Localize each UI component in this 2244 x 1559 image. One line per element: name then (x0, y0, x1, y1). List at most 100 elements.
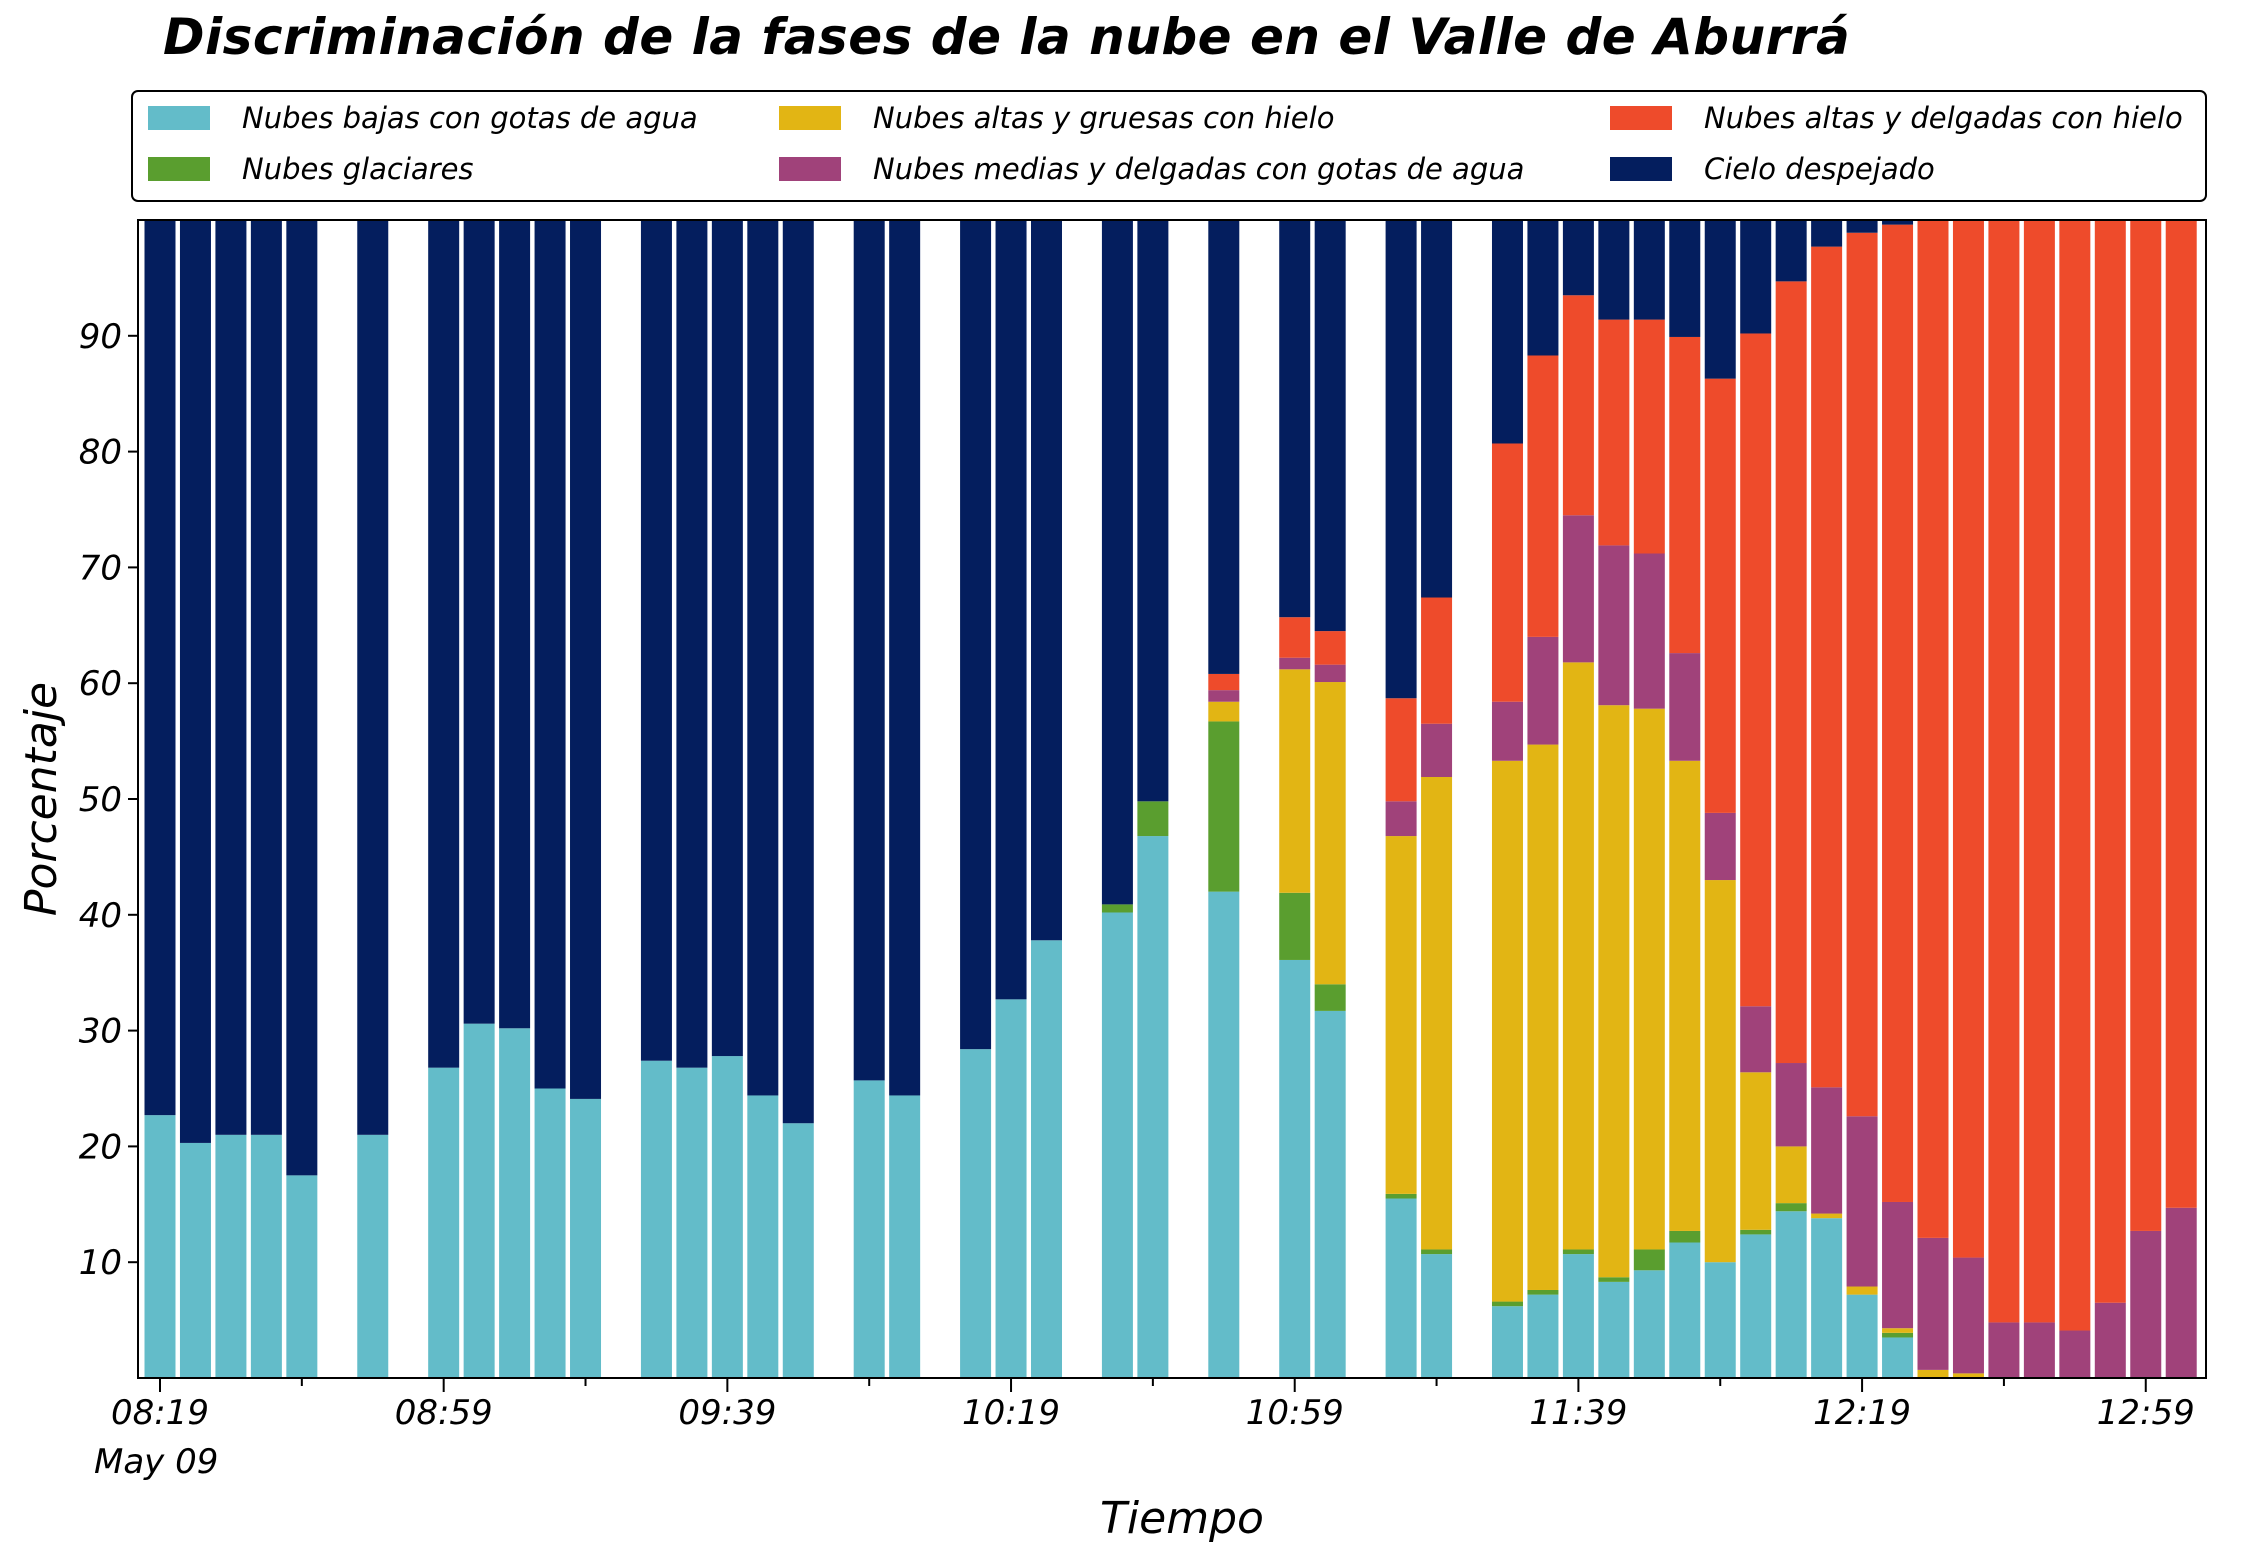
bar-segment-0834-s0 (250, 1134, 282, 1378)
bar-segment-1104-s3 (1314, 664, 1346, 683)
bar-segment-1219-s3 (1846, 1116, 1878, 1287)
bar-segment-0944-s5 (747, 220, 779, 1096)
bar-segment-1249-s4 (2059, 220, 2091, 1331)
bar-segment-1144-s4 (1598, 319, 1630, 546)
legend-swatch-2 (779, 106, 841, 130)
bar-segment-1039-s1 (1137, 801, 1169, 837)
bar-segment-0909-s0 (499, 1028, 531, 1378)
chart-title: Discriminación de la fases de la nube en… (163, 8, 1851, 66)
bar-segment-1144-s5 (1598, 220, 1630, 320)
bar-segment-1159-s3 (1704, 812, 1736, 881)
bar-segment-0959-s0 (853, 1080, 885, 1378)
bar-segment-1244-s4 (2023, 220, 2055, 1323)
bar-segment-1139-s3 (1562, 515, 1594, 663)
bar-segment-1034-s5 (1101, 220, 1133, 905)
bar-segment-1119-s4 (1421, 597, 1453, 724)
bar-segment-1224-s0 (1882, 1337, 1914, 1378)
x-axis: 08:19 08:59 09:39 10:19 10:59 11:39 12:19 12:59… (111, 1378, 2195, 1433)
bar-segment-1114-s5 (1385, 220, 1417, 699)
bar-segment-0824-s5 (179, 220, 211, 1143)
bar-segment-1129-s2 (1491, 760, 1523, 1302)
bar-segment-1209-s1 (1775, 1203, 1807, 1212)
bar-segment-1049-s2 (1208, 701, 1240, 722)
bar-segment-1134-s4 (1527, 355, 1559, 637)
bar-segment-1059-s4 (1279, 617, 1311, 658)
bar-segment-1119-s2 (1421, 777, 1453, 1250)
bar-segment-0944-s0 (747, 1095, 779, 1378)
bar-segment-1244-s3 (2023, 1322, 2055, 1378)
bar-segment-0919-s5 (570, 220, 602, 1099)
y-tick-label-90: 90 (79, 317, 122, 357)
bar-segment-1149-s5 (1633, 220, 1665, 320)
bar-segment-1229-s4 (1917, 220, 1949, 1238)
bar-segment-1214-s2 (1811, 1213, 1843, 1219)
bar-segment-1144-s2 (1598, 705, 1630, 1278)
legend-box (131, 90, 2207, 202)
bar-segment-0859-s5 (428, 220, 460, 1068)
bar-segment-1129-s5 (1491, 220, 1523, 444)
x-tick-label-1219: 12:19 (1813, 1393, 1911, 1433)
bar-segment-1159-s2 (1704, 880, 1736, 1263)
bar-segment-0824-s0 (179, 1142, 211, 1378)
bar-segment-1049-s0 (1208, 891, 1240, 1378)
bar-segment-0834-s5 (250, 220, 282, 1135)
bar-segment-1149-s4 (1633, 319, 1665, 554)
legend-swatch-5 (1610, 157, 1672, 181)
bar-segment-0929-s5 (640, 220, 672, 1061)
bar-segment-1209-s0 (1775, 1211, 1807, 1378)
x-tick-label-1259: 12:59 (2097, 1393, 2195, 1433)
y-tick-label-60: 60 (79, 664, 122, 704)
legend-swatch-4 (1610, 106, 1672, 130)
bar-segment-0819-s5 (144, 220, 176, 1116)
bar-segment-1114-s2 (1385, 836, 1417, 1194)
x-tick-label-0859: 08:59 (395, 1393, 493, 1433)
bar-segment-0829-s0 (215, 1134, 247, 1378)
y-tick-label-40: 40 (79, 896, 122, 936)
y-axis-label: Porcentaje (16, 682, 67, 916)
bar-segment-1119-s5 (1421, 220, 1453, 598)
bar-segment-1159-s5 (1704, 220, 1736, 379)
bar-segment-1214-s5 (1811, 220, 1843, 247)
bar-segment-1204-s2 (1740, 1072, 1772, 1230)
y-axis: 10 20 30 40 50 60 70 80 90 (79, 317, 138, 1283)
bar-segment-0939-s5 (711, 220, 743, 1057)
bar-segment-1204-s5 (1740, 220, 1772, 334)
bar-segment-1159-s4 (1704, 378, 1736, 813)
bar-segment-1234-s4 (1952, 220, 1984, 1258)
bar-segment-1144-s0 (1598, 1281, 1630, 1378)
bar-segment-1149-s2 (1633, 708, 1665, 1250)
bar-segment-1234-s3 (1952, 1257, 1984, 1374)
legend-label-4: Nubes altas y delgadas con hielo (1704, 101, 2183, 135)
bar-segment-0919-s0 (570, 1098, 602, 1378)
bar-segment-1139-s4 (1562, 295, 1594, 516)
bar-segment-0959-s5 (853, 220, 885, 1081)
bar-segment-1114-s4 (1385, 698, 1417, 802)
bar-segment-1114-s1 (1385, 1193, 1417, 1199)
bar-segment-1024-s0 (1031, 940, 1062, 1378)
bar-segment-1234-s2 (1952, 1373, 1984, 1378)
bar-segment-0909-s5 (499, 220, 531, 1029)
y-tick-label-80: 80 (79, 433, 122, 473)
bar-segment-1049-s4 (1208, 673, 1240, 691)
bar-segment-0939-s0 (711, 1056, 743, 1378)
bar-segment-1224-s1 (1882, 1332, 1914, 1338)
bar-segment-1224-s2 (1882, 1328, 1914, 1333)
bar-segment-0914-s5 (534, 220, 566, 1089)
bar-segment-1154-s4 (1669, 336, 1701, 654)
bar-segment-1239-s3 (1988, 1322, 2020, 1378)
bar-segment-1144-s1 (1598, 1277, 1630, 1282)
bar-segment-1259-s4 (2130, 220, 2162, 1231)
bars-layer (144, 220, 2197, 1378)
y-tick-label-30: 30 (79, 1012, 122, 1052)
legend-label-5: Cielo despejado (1704, 152, 1935, 186)
bar-segment-0849-s5 (357, 220, 389, 1135)
bar-segment-1104-s4 (1314, 631, 1346, 665)
bar-segment-1204-s4 (1740, 333, 1772, 1007)
bar-segment-1059-s1 (1279, 892, 1311, 960)
bar-segment-1209-s5 (1775, 220, 1807, 282)
bar-segment-1014-s0 (960, 1049, 992, 1378)
bar-segment-1204-s1 (1740, 1229, 1772, 1235)
y-tick-label-70: 70 (79, 548, 122, 588)
legend-label-3: Nubes medias y delgadas con gotas de agu… (873, 152, 1524, 186)
bar-segment-1219-s0 (1846, 1294, 1878, 1378)
